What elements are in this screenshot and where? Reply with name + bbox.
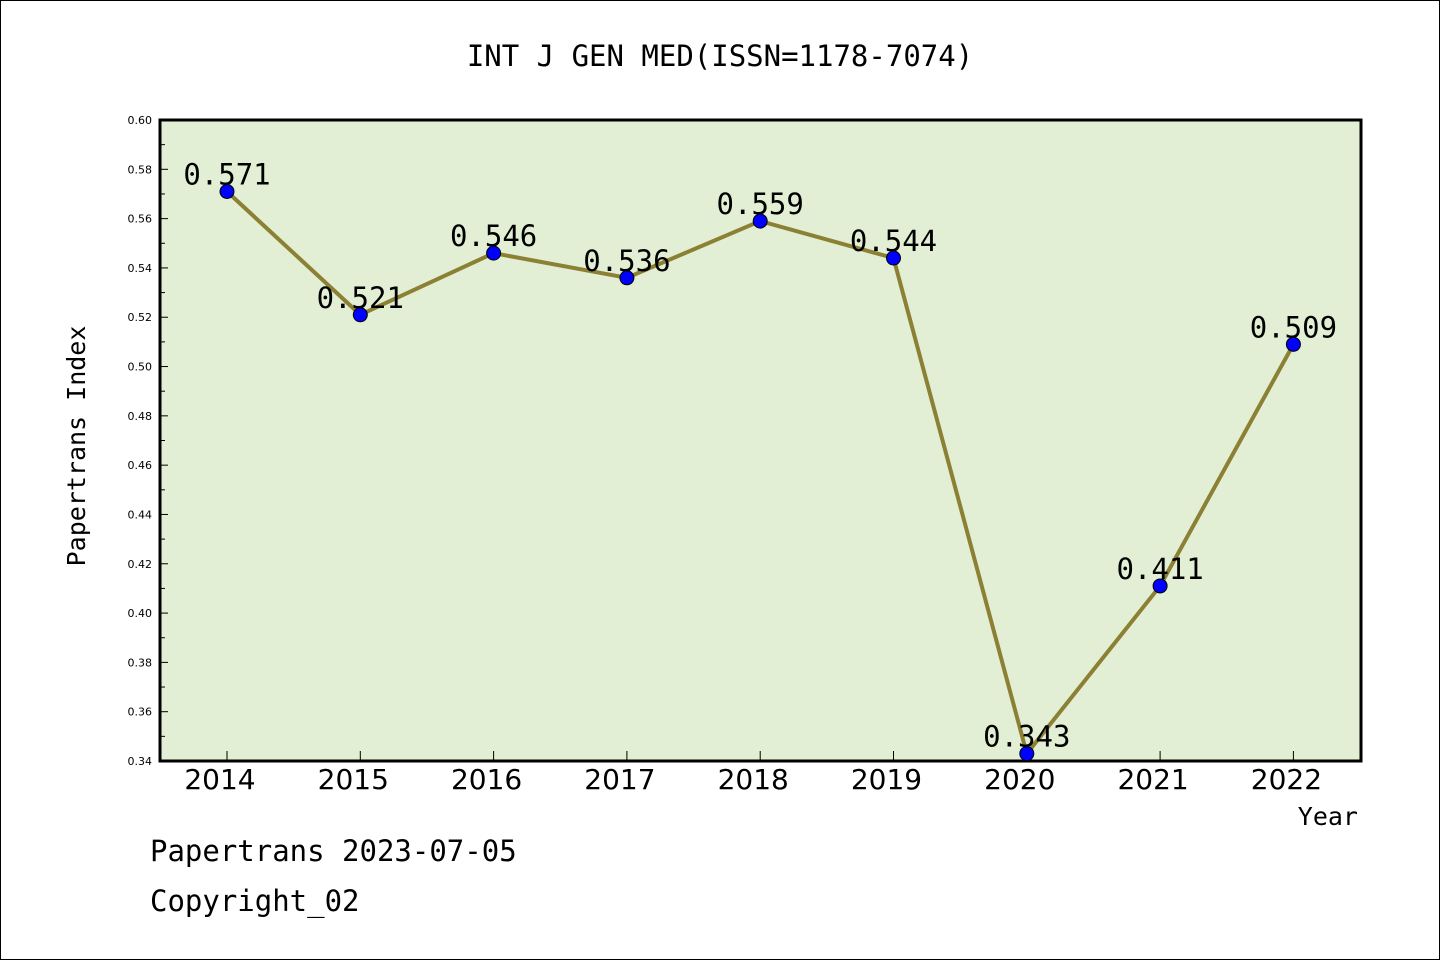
data-point	[352, 307, 368, 323]
data-labels: 0.571 0.521 0.546 0.536 0.559 0.544 0.343 0.411…	[183, 157, 1337, 753]
x-tick-label: 2014	[184, 763, 255, 796]
y-tick-label: 0.34	[128, 755, 153, 768]
data-label: 0.544	[850, 224, 937, 258]
data-point	[1152, 578, 1168, 594]
y-tick-label: 0.48	[128, 410, 153, 423]
data-label: 0.571	[183, 157, 270, 191]
data-label: 0.411	[1116, 552, 1203, 586]
data-point	[619, 270, 635, 286]
footer-copyright: Copyright_02	[150, 884, 360, 918]
x-tick-label: 2015	[318, 763, 389, 796]
x-tick-label: 2019	[851, 763, 922, 796]
footer-source: Papertrans 2023-07-05	[150, 834, 517, 868]
x-tick-label: 2016	[451, 763, 522, 796]
x-axis: 2014 2015 2016 2017 2018 2019 2020 2021 2022	[184, 751, 1322, 796]
y-tick-label: 0.50	[128, 361, 153, 374]
y-tick-label: 0.44	[128, 508, 153, 521]
series-line	[219, 183, 1301, 762]
y-tick-label: 0.60	[128, 114, 153, 127]
data-label: 0.536	[583, 244, 670, 278]
y-axis-label: Papertrans Index	[62, 326, 91, 567]
y-tick-label: 0.46	[128, 459, 153, 472]
y-tick-label: 0.42	[128, 558, 153, 571]
x-tick-label: 2018	[718, 763, 789, 796]
data-label: 0.559	[717, 187, 804, 221]
y-tick-label: 0.58	[128, 163, 153, 176]
x-tick-label: 2020	[984, 763, 1055, 796]
data-point	[486, 245, 502, 261]
data-point	[752, 213, 768, 229]
data-point	[219, 183, 235, 199]
x-tick-label: 2017	[584, 763, 655, 796]
y-tick-label: 0.36	[128, 706, 153, 719]
data-point	[1019, 746, 1035, 762]
y-tick-label: 0.40	[128, 607, 153, 620]
data-label: 0.343	[983, 720, 1070, 754]
data-point	[1285, 336, 1301, 352]
data-label: 0.509	[1250, 310, 1337, 344]
data-label: 0.546	[450, 219, 537, 253]
chart-title: INT J GEN MED(ISSN=1178-7074)	[467, 39, 973, 73]
data-point	[886, 250, 901, 266]
data-label: 0.521	[317, 281, 404, 315]
y-tick-label: 0.38	[128, 656, 153, 669]
x-tick-label: 2021	[1117, 763, 1188, 796]
y-axis: 0.34 0.36 0.38 0.40 0.42 0.44 0.46 0.48 0.50 0.52…	[128, 114, 168, 768]
y-tick-label: 0.56	[128, 213, 153, 226]
y-tick-label: 0.54	[128, 262, 153, 275]
y-tick-label: 0.52	[128, 311, 153, 324]
x-axis-label: Year	[1298, 802, 1358, 831]
x-tick-label: 2022	[1251, 763, 1322, 796]
